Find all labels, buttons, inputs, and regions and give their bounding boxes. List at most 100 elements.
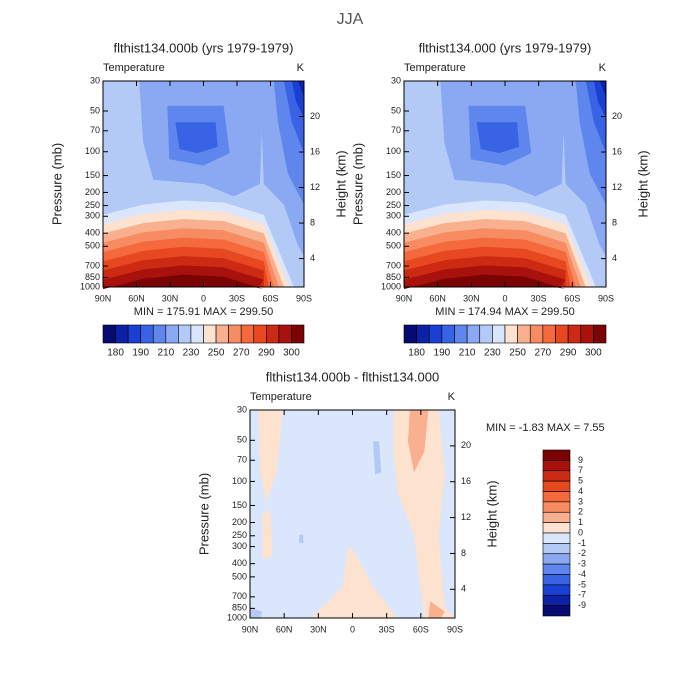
colorbar-box: [479, 324, 493, 344]
colorbar-label: -5: [578, 579, 586, 589]
y-tick-label: 250: [232, 530, 247, 540]
colorbar-box: [542, 522, 571, 534]
colorbar-box: [542, 543, 571, 555]
y-tick-label: 200: [232, 517, 247, 527]
stats: MIN = 174.94 MAX = 299.50: [435, 306, 574, 318]
contour-fill: [393, 410, 455, 618]
colorbar-box: [403, 324, 417, 344]
colorbar-box: [542, 605, 571, 617]
contour-fill: [299, 534, 304, 544]
x-tick-label: 90S: [296, 293, 312, 303]
y-tick-label: 500: [386, 241, 401, 251]
y-tick-label: 400: [386, 228, 401, 238]
colorbar-box: [428, 324, 443, 344]
colorbar-box: [593, 324, 607, 344]
y2-tick-label: 20: [612, 111, 622, 121]
colorbar-box: [580, 324, 594, 344]
y-tick-label: 70: [90, 125, 100, 135]
colorbar-label: 230: [484, 348, 501, 359]
y-tick-label: 150: [386, 170, 401, 180]
y2-tick-label: 8: [310, 217, 315, 227]
x-tick-label: 30N: [162, 293, 179, 303]
colorbar-box: [127, 324, 141, 344]
colorbar-label: -2: [578, 548, 586, 558]
x-tick-label: 60N: [128, 293, 145, 303]
colorbar-box: [240, 324, 255, 344]
colorbar-label: 190: [132, 348, 149, 359]
units-label: K: [448, 391, 456, 403]
contour-fill: [298, 81, 304, 98]
x-tick-label: 90S: [598, 293, 614, 303]
colorbar-box: [102, 324, 116, 344]
x-tick-label: 60S: [413, 624, 429, 634]
colorbar-label: 250: [509, 348, 526, 359]
y2-tick-label: 8: [612, 217, 617, 227]
colorbar-label: 290: [560, 348, 577, 359]
colorbar-label: 180: [408, 348, 425, 359]
y-tick-label: 1000: [80, 281, 100, 291]
colorbar-label: 270: [233, 348, 250, 359]
colorbar-box: [542, 460, 571, 472]
colorbar-box: [492, 324, 506, 344]
y-tick-label: 200: [85, 187, 100, 197]
contour-fill: [407, 410, 429, 473]
contour-fill: [428, 601, 445, 618]
colorbar-box: [115, 324, 129, 344]
contour-fill: [103, 274, 264, 290]
colorbar-label: 3: [578, 496, 583, 506]
colorbar-box: [253, 324, 267, 344]
y-axis-label: Pressure (mb): [49, 143, 64, 225]
contour-fill: [258, 410, 283, 504]
y-tick-label: 200: [386, 187, 401, 197]
y-tick-label: 400: [232, 558, 247, 568]
colorbar-box: [542, 584, 571, 596]
colorbar-box: [517, 324, 531, 344]
y2-tick-label: 12: [310, 182, 320, 192]
y2-tick-label: 12: [461, 512, 471, 522]
contour-fill: [599, 81, 606, 98]
colorbar-box: [454, 324, 468, 344]
colorbar-box: [542, 491, 571, 503]
y2-tick-label: 4: [612, 253, 617, 263]
colorbar-box: [542, 574, 571, 586]
colorbar-label: 300: [283, 348, 300, 359]
x-tick-label: 30S: [531, 293, 547, 303]
variable-label: Temperature: [250, 391, 312, 403]
y2-axis-label: Height (km): [333, 150, 348, 217]
colorbar-box: [542, 594, 571, 606]
y-tick-label: 30: [237, 404, 247, 414]
x-tick-label: 60S: [262, 293, 278, 303]
x-tick-label: 0: [201, 293, 206, 303]
y2-tick-label: 16: [612, 146, 622, 156]
y-tick-label: 400: [85, 228, 100, 238]
y-tick-label: 100: [232, 476, 247, 486]
colorbar-box: [542, 501, 571, 513]
y-tick-label: 850: [232, 603, 247, 613]
y2-tick-label: 16: [310, 146, 320, 156]
y2-tick-label: 20: [310, 111, 320, 121]
colorbar-label: 250: [208, 348, 225, 359]
colorbar-box: [542, 449, 571, 461]
colorbar-box: [466, 324, 481, 344]
panel-title: flthist134.000b - flthist134.000: [266, 369, 439, 384]
y2-tick-label: 4: [461, 584, 466, 594]
y-tick-label: 100: [386, 146, 401, 156]
colorbar-label: 180: [107, 348, 124, 359]
y-tick-label: 50: [391, 105, 401, 115]
y-tick-label: 300: [232, 541, 247, 551]
colorbar-box: [529, 324, 544, 344]
colorbar-box: [504, 324, 518, 344]
x-tick-label: 30S: [229, 293, 245, 303]
y2-axis-label: Height (km): [635, 150, 650, 217]
y-tick-label: 300: [386, 211, 401, 221]
colorbar-box: [555, 324, 569, 344]
colorbar-box: [291, 324, 305, 344]
colorbar-box: [441, 324, 455, 344]
colorbar-label: -9: [578, 600, 586, 610]
x-tick-label: 0: [350, 624, 355, 634]
colorbar-box: [416, 324, 430, 344]
stats: MIN = -1.83 MAX = 7.55: [486, 422, 605, 434]
y-tick-label: 150: [232, 500, 247, 510]
colorbar-box: [542, 511, 571, 523]
